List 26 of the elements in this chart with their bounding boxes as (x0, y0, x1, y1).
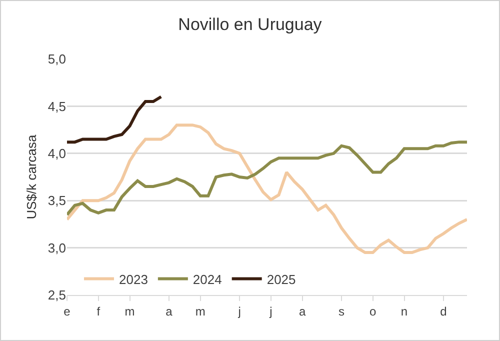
x-tick-label: m (195, 304, 206, 318)
x-tick-label: a (166, 304, 173, 318)
x-tick-label: e (64, 304, 71, 318)
y-tick-label: 5,0 (48, 52, 66, 67)
x-tick-label: j (268, 304, 272, 318)
y-tick-label: 3,5 (48, 193, 66, 208)
legend-label: 2025 (266, 272, 296, 287)
x-tick-label: f (96, 304, 101, 318)
x-tick-label: a (298, 304, 306, 318)
legend-label: 2023 (119, 272, 148, 287)
line-series (67, 95, 163, 144)
x-tick-label: o (370, 304, 377, 318)
line-series (67, 140, 467, 216)
y-tick-label: 4,0 (48, 146, 66, 161)
y-tick-label: 4,5 (48, 98, 66, 114)
line-series (67, 124, 467, 254)
y-tick-label: 3,0 (48, 240, 66, 256)
y-axis-title: US$/k carcasa (24, 134, 39, 220)
x-tick-label: n (400, 304, 408, 318)
x-tick-label: m (124, 304, 135, 318)
chart-title: Novillo en Uruguay (178, 14, 322, 34)
y-tick-label: 2,5 (48, 288, 66, 303)
x-tick-label: s (338, 304, 345, 318)
x-tick-label: j (237, 304, 241, 318)
x-tick-label: d (440, 304, 447, 318)
legend-label: 2024 (192, 272, 222, 287)
